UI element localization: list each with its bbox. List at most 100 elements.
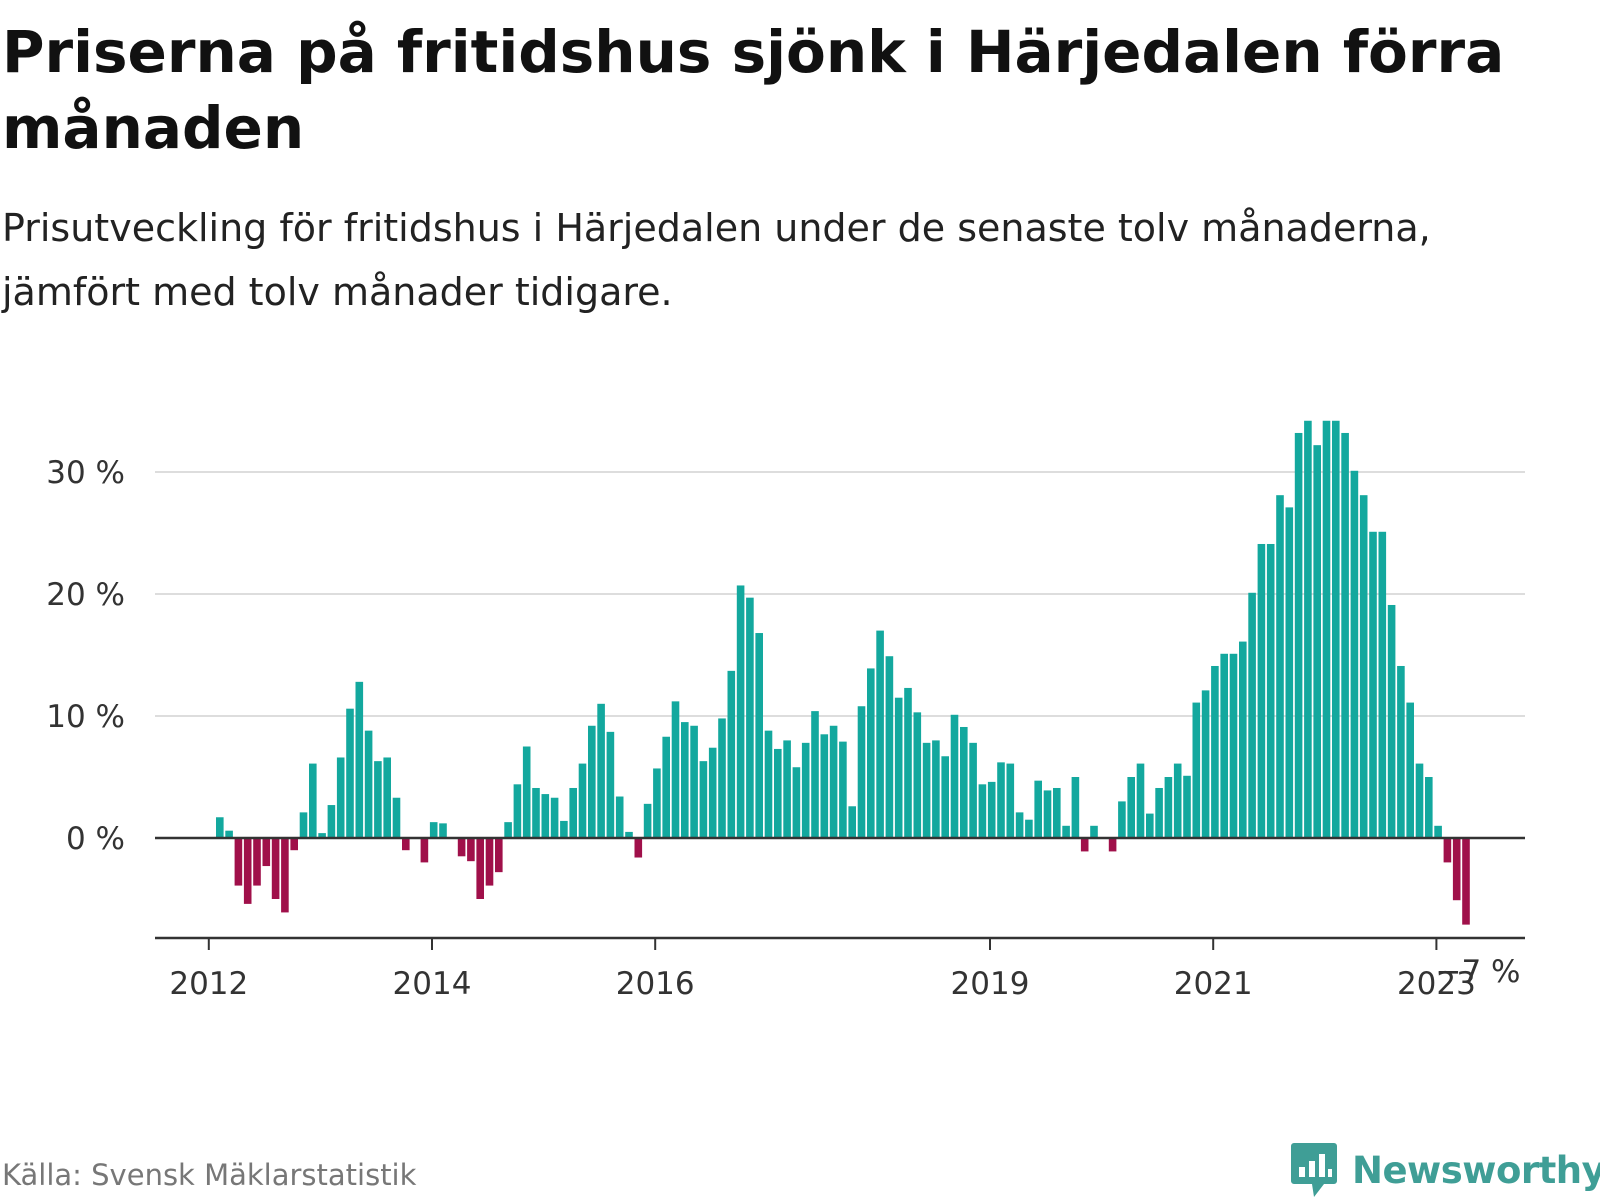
- bar-positive: [1350, 470, 1359, 838]
- bar-positive: [1034, 780, 1042, 838]
- bar-negative: [402, 838, 410, 851]
- bar-positive: [364, 730, 373, 838]
- bar-negative: [1452, 838, 1461, 901]
- bar-positive: [550, 797, 559, 838]
- bar-negative: [234, 838, 243, 886]
- bar-negative: [457, 838, 466, 857]
- x-tick-label: 2019: [951, 966, 1030, 1002]
- brand-logo: Newsworthy: [1290, 1140, 1600, 1200]
- newsworthy-logo-icon: [1291, 1143, 1337, 1197]
- bar-negative: [271, 838, 280, 899]
- bar-positive: [708, 747, 717, 838]
- bar-negative: [243, 838, 252, 904]
- bar-positive: [978, 784, 987, 838]
- bar-positive: [950, 714, 959, 838]
- bar-positive: [1248, 592, 1256, 838]
- bar-positive: [1322, 420, 1331, 838]
- bar-positive: [1266, 543, 1275, 838]
- bar-positive: [327, 805, 336, 838]
- bar-positive: [811, 711, 819, 838]
- bar-positive: [671, 701, 680, 838]
- bar-positive: [1406, 702, 1414, 838]
- last-value-label: −7 %: [1435, 954, 1520, 990]
- bar-positive: [1425, 777, 1433, 838]
- bar-negative: [290, 838, 298, 851]
- bar-positive: [699, 761, 708, 838]
- y-tick-label: 10 %: [46, 699, 125, 735]
- x-tick-label: 2016: [616, 966, 695, 1002]
- x-tick-label: 2014: [393, 966, 472, 1002]
- bar-positive: [1164, 777, 1173, 838]
- bar-positive: [1127, 777, 1135, 838]
- bar-positive: [1369, 531, 1377, 838]
- bar-positive: [439, 823, 447, 838]
- bar-positive: [848, 806, 856, 838]
- bar-positive: [867, 668, 875, 838]
- bar-positive: [718, 718, 726, 838]
- bar-positive: [987, 781, 996, 838]
- bar-positive: [643, 803, 652, 838]
- x-tick-label: 2021: [1174, 966, 1253, 1002]
- chart-subtitle: Prisutveckling för fritidshus i Härjedal…: [2, 206, 1431, 314]
- bar-positive: [969, 742, 977, 838]
- bar-negative: [1443, 838, 1452, 863]
- y-tick-label: 0 %: [66, 821, 125, 857]
- bar-negative: [262, 838, 271, 867]
- bar-positive: [532, 787, 540, 838]
- bar-positive: [1341, 432, 1349, 838]
- bar-positive: [1359, 495, 1368, 838]
- bar-positive: [876, 630, 884, 838]
- bar-negative: [253, 838, 261, 886]
- bar-positive: [383, 757, 391, 838]
- bar-negative: [281, 838, 289, 913]
- bar-positive: [309, 763, 317, 838]
- bar-negative: [634, 838, 643, 858]
- bar-positive: [653, 768, 661, 838]
- bar-positive: [941, 756, 949, 838]
- bar-positive: [541, 794, 550, 838]
- bar-positive: [662, 736, 670, 838]
- bar-positive: [1415, 763, 1424, 838]
- bar-positive: [1071, 777, 1080, 838]
- bar-positive: [569, 787, 577, 838]
- bar-negative: [495, 838, 503, 873]
- bar-positive: [690, 725, 698, 838]
- x-tick-label: 2012: [169, 966, 248, 1002]
- bar-positive: [1146, 813, 1154, 838]
- tick-labels: 0 % 10 % 20 % 30 % 2012 2014 2016 2019 2021 2023−…: [46, 455, 1520, 1002]
- bar-positive: [783, 740, 791, 838]
- bar-positive: [1294, 432, 1303, 838]
- y-tick-label: 20 %: [46, 577, 125, 613]
- bar-positive: [392, 797, 401, 838]
- bar-negative: [1108, 838, 1117, 852]
- bar-positive: [1192, 702, 1201, 838]
- bar-positive: [1006, 763, 1015, 838]
- bar-positive: [597, 703, 605, 838]
- bar-positive: [1387, 604, 1396, 838]
- bar-positive: [1090, 825, 1098, 838]
- bar-positive: [560, 820, 568, 838]
- bar-positive: [932, 740, 940, 838]
- bar-positive: [299, 812, 308, 838]
- axes: [155, 836, 1525, 950]
- bar-positive: [792, 767, 801, 838]
- y-tick-label: 30 %: [46, 455, 125, 491]
- bar-positive: [1015, 812, 1024, 838]
- bar-positive: [1183, 775, 1191, 838]
- bar-positive: [1378, 531, 1387, 838]
- bar-positive: [1220, 653, 1228, 838]
- bar-positive: [681, 722, 689, 838]
- bar-positive: [774, 748, 782, 838]
- bar-negative: [467, 838, 475, 862]
- bar-positive: [1313, 445, 1321, 838]
- bar-positive: [1201, 690, 1210, 838]
- bar-positive: [1229, 653, 1238, 838]
- bar-positive: [1397, 665, 1405, 838]
- bar-positive: [578, 763, 587, 838]
- bar-negative: [1080, 838, 1089, 852]
- bar-positive: [922, 742, 931, 838]
- bar-positive: [1434, 825, 1442, 838]
- bar-positive: [588, 725, 596, 838]
- bar-positive: [606, 731, 615, 838]
